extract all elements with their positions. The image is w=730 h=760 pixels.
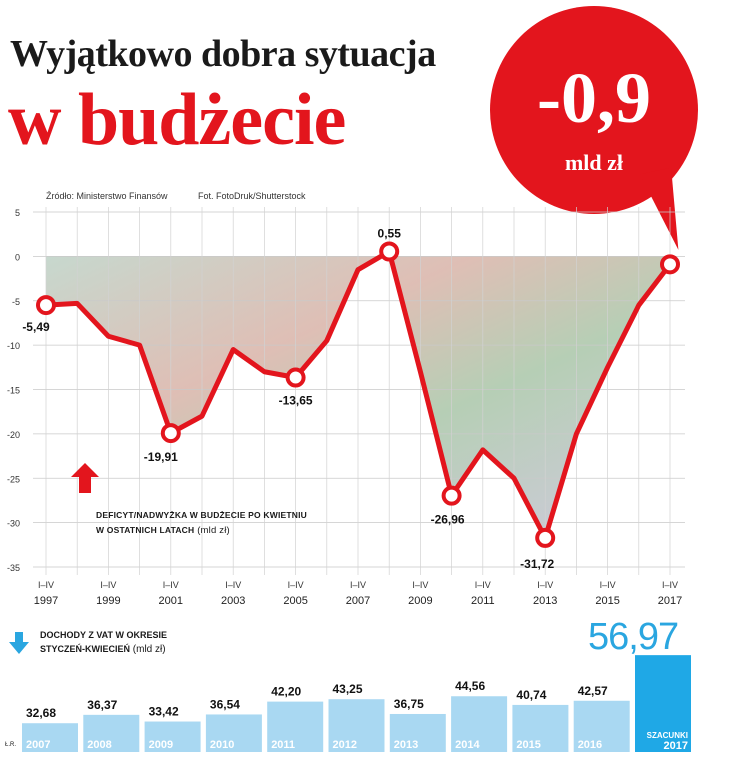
vat-bar-year: 2008 bbox=[87, 739, 111, 751]
vat-bar-value: 40,74 bbox=[516, 688, 546, 702]
vat-bar-year: 2017 bbox=[664, 740, 688, 752]
y-tick-label: -25 bbox=[7, 474, 20, 484]
vat-bar-year: 2011 bbox=[271, 739, 295, 751]
x-tick-year: 2011 bbox=[471, 595, 495, 607]
x-tick-period: I–IV bbox=[100, 580, 116, 590]
data-point bbox=[36, 295, 56, 316]
headline-line1: Wyjątkowo dobra sytuacja bbox=[10, 33, 436, 75]
photo-credit: Fot. FotoDruk/Shutterstock bbox=[198, 191, 306, 201]
vat-bar-year: 2007 bbox=[26, 739, 50, 751]
deficit-badge bbox=[490, 6, 698, 214]
y-tick-label: 0 bbox=[15, 252, 20, 262]
chart-legend: Deficyt/nadwyżka w budżecie po kwietniu … bbox=[96, 508, 307, 538]
legend-unit: (mld zł) bbox=[197, 525, 230, 536]
vat-bar bbox=[635, 655, 691, 752]
vat-bar bbox=[328, 699, 385, 752]
vat-bar-value: 42,20 bbox=[271, 685, 301, 699]
data-point bbox=[535, 527, 556, 548]
vat-bar-year: 2012 bbox=[333, 739, 357, 751]
badge-unit: mld zł bbox=[564, 150, 624, 175]
x-tick-year: 2013 bbox=[533, 595, 557, 607]
legend-line2: w ostatnich latach bbox=[96, 525, 195, 535]
vat-unit: (mld zł) bbox=[132, 644, 166, 655]
x-tick-period: I–IV bbox=[38, 580, 54, 590]
x-tick-period: I–IV bbox=[412, 580, 428, 590]
vat-bar-value: 42,57 bbox=[578, 684, 608, 698]
vat-bar-year: 2015 bbox=[516, 739, 540, 751]
vat-bar-value: 36,75 bbox=[394, 697, 424, 711]
y-tick-label: -15 bbox=[7, 386, 20, 396]
vat-bar-year: 2016 bbox=[578, 739, 602, 751]
x-tick-year: 2003 bbox=[221, 595, 245, 607]
up-arrow-icon bbox=[71, 463, 99, 493]
vat-title-line2: styczeń-kwiecień bbox=[40, 644, 130, 654]
x-tick-period: I–IV bbox=[163, 580, 179, 590]
x-tick-period: I–IV bbox=[350, 580, 366, 590]
x-tick-period: I–IV bbox=[288, 580, 304, 590]
vat-bar-year: 2014 bbox=[455, 739, 480, 751]
data-label: -26,96 bbox=[431, 513, 465, 527]
headline-line2: w budżecie bbox=[8, 79, 346, 161]
vat-bar-year: 2013 bbox=[394, 739, 418, 751]
vat-bar-value: 44,56 bbox=[455, 679, 485, 693]
vat-title: Dochody z VAT w okresie styczeń-kwiecień… bbox=[40, 628, 167, 657]
vat-bar-value: 43,25 bbox=[333, 682, 363, 696]
x-tick-year: 2015 bbox=[595, 595, 619, 607]
x-tick-year: 2007 bbox=[346, 595, 370, 607]
data-label: -19,91 bbox=[144, 450, 178, 464]
x-tick-year: 1997 bbox=[34, 595, 58, 607]
vat-bar-year: 2009 bbox=[149, 739, 173, 751]
down-arrow-icon bbox=[9, 632, 29, 654]
source-text: Źródło: Ministerstwo Finansów bbox=[46, 191, 168, 201]
data-label: -31,72 bbox=[520, 557, 554, 571]
vat-bar-year: SZACUNKI bbox=[647, 731, 688, 740]
y-tick-label: 5 bbox=[15, 208, 20, 218]
vat-bar bbox=[144, 721, 201, 752]
y-tick-label: -10 bbox=[7, 341, 20, 351]
data-point bbox=[379, 241, 400, 262]
x-tick-year: 1999 bbox=[96, 595, 120, 607]
data-label: -5,49 bbox=[22, 320, 50, 334]
author-initials: Ł.R. bbox=[5, 742, 17, 748]
vat-bar bbox=[22, 723, 78, 752]
x-tick-year: 2001 bbox=[159, 595, 183, 607]
vat-bar-value: 33,42 bbox=[149, 705, 179, 719]
vat-bar-value: 36,37 bbox=[87, 698, 117, 712]
vat-bar bbox=[389, 713, 446, 752]
x-tick-period: I–IV bbox=[475, 580, 491, 590]
data-point bbox=[285, 367, 306, 388]
x-tick-period: I–IV bbox=[537, 580, 553, 590]
x-tick-period: I–IV bbox=[225, 580, 241, 590]
data-point bbox=[160, 423, 181, 444]
vat-bar-value: 36,54 bbox=[210, 697, 240, 711]
vat-bar bbox=[451, 696, 508, 752]
x-tick-period: I–IV bbox=[600, 580, 616, 590]
x-tick-period: I–IV bbox=[662, 580, 678, 590]
vat-highlight-value: 56,97 bbox=[588, 616, 679, 658]
vat-bar-value: 32,68 bbox=[26, 706, 56, 720]
data-label: -13,65 bbox=[279, 394, 313, 408]
vat-bar-year: 2010 bbox=[210, 739, 234, 751]
data-point bbox=[660, 254, 680, 275]
y-tick-label: -35 bbox=[7, 563, 20, 573]
x-tick-year: 2017 bbox=[658, 595, 682, 607]
y-tick-label: -30 bbox=[7, 519, 20, 529]
legend-line1: Deficyt/nadwyżka w budżecie po kwietniu bbox=[96, 510, 308, 520]
y-tick-label: -5 bbox=[12, 297, 20, 307]
data-point bbox=[441, 485, 462, 506]
data-label: 0,55 bbox=[378, 226, 402, 240]
vat-bar bbox=[205, 714, 262, 752]
vat-bar bbox=[83, 714, 140, 752]
vat-bar bbox=[267, 701, 324, 752]
vat-title-line1: Dochody z VAT w okresie bbox=[40, 630, 168, 640]
vat-bar bbox=[573, 700, 630, 752]
vat-bar bbox=[512, 704, 569, 752]
y-tick-label: -20 bbox=[7, 430, 20, 440]
x-tick-year: 2005 bbox=[283, 595, 307, 607]
x-tick-year: 2009 bbox=[408, 595, 432, 607]
deficit-series-line bbox=[45, 248, 672, 541]
badge-value: -0,9 bbox=[537, 58, 651, 138]
